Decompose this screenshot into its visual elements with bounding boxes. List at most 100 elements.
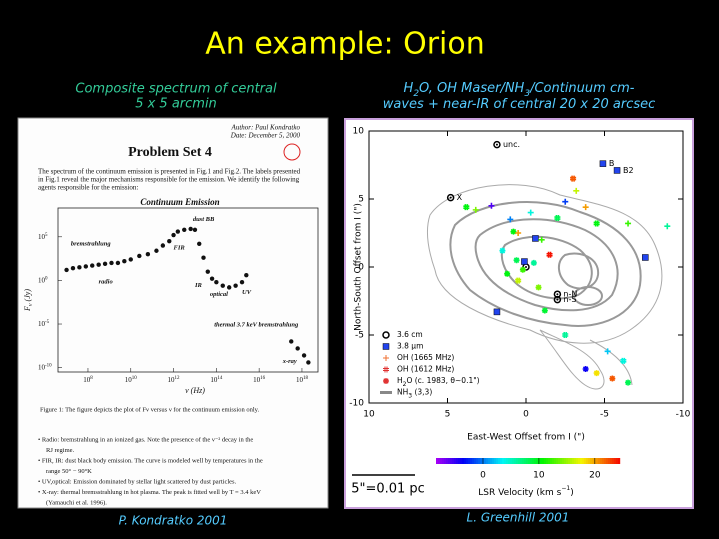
colorbar-step [488, 458, 491, 464]
right-panel [344, 118, 694, 509]
y-axis-label-part: (Jy) [23, 289, 32, 304]
maser-oh1665 [527, 209, 534, 216]
source-dot [556, 298, 559, 301]
tick-exp: 12 [175, 376, 181, 381]
maser-h2o [582, 366, 589, 372]
tick-exp: 16 [260, 376, 266, 381]
colorbar-step [506, 458, 509, 464]
colorbar-step [564, 458, 567, 464]
colorbar-step [526, 458, 529, 464]
colorbar-step [438, 458, 441, 464]
y-tick-label: -5 [355, 331, 364, 341]
colorbar-step [544, 458, 547, 464]
spectrum-point [220, 283, 225, 288]
colorbar-step [444, 458, 447, 464]
spectrum-point [301, 353, 307, 358]
maser-oh1665 [573, 187, 580, 194]
colorbar-step [588, 458, 591, 464]
colorbar-step [606, 458, 609, 464]
spectrum-point [233, 283, 238, 288]
caption-part: 3 [524, 89, 530, 99]
colorbar-step [572, 458, 575, 464]
colorbar-step [504, 458, 507, 464]
source-label: B2 [623, 166, 634, 175]
legend-label-part: 3.6 cm [397, 330, 423, 339]
source-label: n-N [563, 290, 577, 299]
spectrum-point [295, 346, 300, 351]
colorbar-step [550, 458, 553, 464]
bullet-line: • UV,optical: Emission dominated by stel… [38, 478, 237, 485]
colorbar-step [494, 458, 497, 464]
spectrum-point [167, 238, 172, 244]
colorbar-step [520, 458, 523, 464]
maser-oh1665 [488, 202, 495, 209]
y-tick-label: 105 [38, 232, 48, 240]
legend-label: OH (1612 MHz) [397, 365, 454, 374]
paragraph-line: agents responsible for the emission: [38, 184, 138, 192]
caption-part: H [404, 81, 414, 96]
x-tick-label: 5 [445, 410, 451, 420]
spectrum-point [122, 259, 127, 264]
spectrum-point [70, 265, 76, 271]
credit: P. Kondratko 2001 [119, 514, 228, 528]
spectrum-point [90, 263, 95, 268]
colorbar-step [608, 458, 611, 464]
title: An example: Orion [205, 27, 485, 62]
left-panel [17, 117, 329, 509]
source-dot [449, 196, 452, 199]
source-dot [525, 266, 527, 268]
credit: L. Greenhill 2001 [467, 511, 570, 525]
tick-exp: 0 [45, 276, 48, 281]
colorbar-step [442, 458, 445, 464]
legend-label: H2O (c. 1983, θ~0.1") [397, 376, 480, 388]
colorbar-step [574, 458, 577, 464]
colorbar-step [560, 458, 563, 464]
source-3.8um [521, 258, 528, 265]
legend-label-part: O (c. 1983, θ~0.1") [406, 376, 479, 385]
x-axis-label: East-West Offset from I (") [467, 433, 585, 443]
source-3.6cm [553, 295, 562, 304]
x-tick-label: -5 [600, 410, 609, 420]
spectrum-point [197, 241, 202, 246]
legend-label: 3.8 μm [397, 342, 423, 351]
legend-symbol [382, 343, 390, 350]
bullet-line: • Radio: bremstrahlung in an ionized gas… [38, 436, 253, 443]
colorbar-step [514, 458, 517, 464]
colorbar-step [502, 458, 505, 464]
tick-base: 10 [296, 376, 304, 384]
colorbar-step [558, 458, 561, 464]
colorbar-tick-label: 20 [589, 471, 601, 481]
spectrum-point [306, 360, 311, 365]
colorbar-label-part: −1 [561, 485, 570, 492]
tick-base: 10 [168, 376, 176, 384]
colorbar-step [618, 458, 621, 464]
bullet-line: RJ regime. [46, 447, 75, 454]
maser-oh1665 [538, 236, 545, 243]
plot-annotation: x-ray [282, 358, 297, 365]
maser-h2o [609, 375, 616, 382]
paragraph-line: The spectrum of the continuum emission i… [38, 168, 301, 176]
plot-frame [57, 207, 319, 373]
colorbar-step [456, 458, 459, 464]
colorbar-step [546, 458, 549, 464]
spectrum-point [128, 257, 133, 262]
legend-label: OH (1665 MHz) [397, 353, 454, 362]
heading: Problem Set 4 [128, 145, 212, 160]
y-axis-label: Fν (Jy) [23, 289, 35, 312]
maser-oh1665 [562, 198, 569, 205]
y-tick-label: 5 [358, 195, 364, 205]
colorbar-step [592, 458, 595, 464]
bullet-line: • FIR, IR: dust black body emission. The… [38, 457, 263, 464]
colorbar-step [458, 458, 461, 464]
x-tick-label: 10 [363, 410, 375, 420]
y-tick-label: 100 [38, 276, 48, 284]
colorbar-step [534, 458, 537, 464]
tick-base: 10 [253, 376, 261, 384]
legend-symbol [383, 355, 389, 361]
x-tick-label: 1016 [253, 376, 266, 384]
maser-oh1612 [546, 251, 553, 258]
x-axis-label: ν (Hz) [185, 386, 205, 395]
maser-oh1612 [554, 215, 561, 222]
colorbar-label-part: ) [570, 488, 574, 498]
colorbar-step [472, 458, 475, 464]
